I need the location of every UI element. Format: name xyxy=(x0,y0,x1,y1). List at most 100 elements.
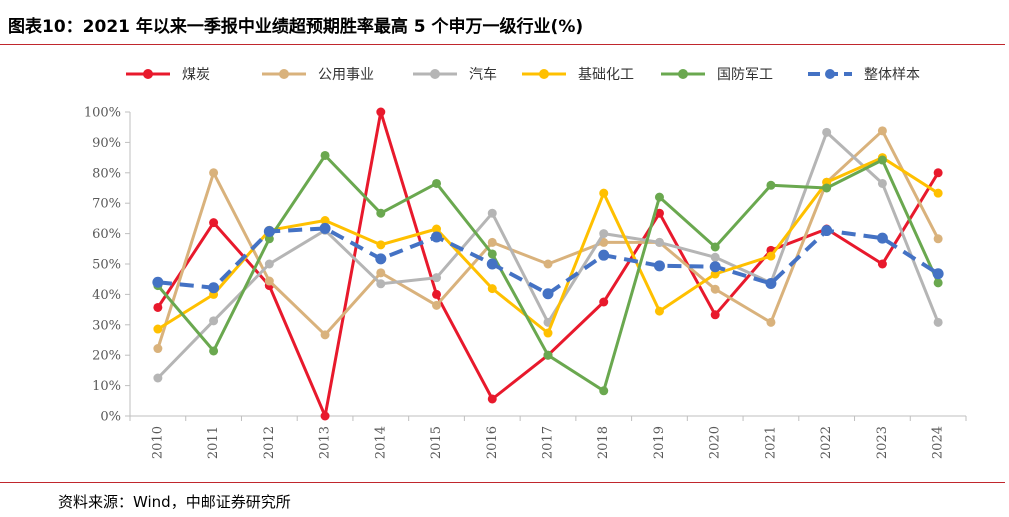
data-point xyxy=(487,208,497,218)
legend-label: 整体样本 xyxy=(864,67,920,83)
y-tick-label: 60% xyxy=(92,227,121,242)
legend-label: 汽车 xyxy=(469,66,497,83)
x-tick-label: 2020 xyxy=(708,426,723,459)
data-point xyxy=(654,192,664,202)
legend-item: 国防军工 xyxy=(661,67,773,83)
legend-item: 整体样本 xyxy=(808,67,920,83)
data-point xyxy=(599,188,609,198)
data-point xyxy=(376,240,386,250)
data-point xyxy=(654,237,664,247)
data-point xyxy=(376,279,386,289)
x-tick-label: 2011 xyxy=(206,426,221,459)
x-axis: 2010 2011 2012 2013 2014 2015 2016 2017 2018 2019… xyxy=(129,415,967,459)
data-point xyxy=(375,253,387,265)
series-line xyxy=(156,129,940,349)
data-point xyxy=(877,126,887,136)
title-divider xyxy=(0,44,1005,45)
legend: 煤炭 公用事业 汽车 基础化工 国防军工 整体样本 xyxy=(126,66,920,83)
data-point xyxy=(599,229,609,239)
data-point xyxy=(208,282,220,294)
legend-swatch-marker xyxy=(678,69,688,79)
legend-swatch-marker xyxy=(279,69,289,79)
y-tick-label: 80% xyxy=(92,166,121,181)
source-note: 资料来源：Wind，中邮证券研究所 xyxy=(58,493,291,511)
data-point xyxy=(933,168,943,178)
data-point xyxy=(599,297,609,307)
y-tick-label: 100% xyxy=(84,106,121,121)
data-point xyxy=(710,252,720,262)
data-point xyxy=(876,232,888,244)
data-point xyxy=(599,237,609,247)
data-point xyxy=(431,231,443,243)
x-tick-label: 2024 xyxy=(931,426,946,459)
x-tick-label: 2021 xyxy=(763,426,778,459)
y-tick-label: 20% xyxy=(92,349,121,364)
series-5 xyxy=(153,150,943,396)
data-point xyxy=(320,411,330,421)
data-point xyxy=(765,277,777,289)
data-point xyxy=(599,386,609,396)
x-tick-label: 2019 xyxy=(652,426,667,459)
data-point xyxy=(432,224,442,234)
data-point xyxy=(487,237,497,247)
data-point xyxy=(376,268,386,278)
data-point xyxy=(877,259,887,269)
y-tick-label: 90% xyxy=(92,136,121,151)
data-point xyxy=(654,306,664,316)
y-tick-label: 40% xyxy=(92,288,121,303)
legend-swatch-marker xyxy=(825,69,835,79)
data-point xyxy=(710,242,720,252)
data-point xyxy=(766,180,776,190)
data-point xyxy=(710,284,720,294)
data-point xyxy=(766,251,776,261)
legend-label: 煤炭 xyxy=(182,67,210,83)
y-tick-label: 10% xyxy=(92,379,121,394)
y-tick-label: 30% xyxy=(92,318,121,333)
data-point xyxy=(822,127,832,137)
data-point xyxy=(319,222,331,234)
series-6 xyxy=(152,222,944,300)
data-point xyxy=(264,234,274,244)
x-tick-label: 2014 xyxy=(373,426,388,459)
legend-item: 公用事业 xyxy=(262,67,374,83)
y-tick-label: 70% xyxy=(92,197,121,212)
series-4 xyxy=(153,153,943,338)
footer-divider xyxy=(0,482,1005,483)
series-layer xyxy=(152,107,944,421)
data-point xyxy=(487,284,497,294)
data-point xyxy=(153,302,163,312)
x-tick-label: 2018 xyxy=(596,426,611,459)
legend-item: 汽车 xyxy=(413,66,497,83)
data-point xyxy=(264,259,274,269)
data-point xyxy=(543,259,553,269)
data-point xyxy=(432,273,442,283)
data-point xyxy=(877,155,887,165)
x-tick-label: 2017 xyxy=(541,426,556,459)
data-point xyxy=(542,288,554,300)
data-point xyxy=(320,150,330,160)
data-point xyxy=(821,225,833,237)
data-point xyxy=(376,208,386,218)
data-point xyxy=(320,216,330,226)
data-point xyxy=(653,260,665,272)
series-line xyxy=(157,156,939,335)
chart-title: 图表10：2021 年以来一季报中业绩超预期胜率最高 5 个申万一级行业(%) xyxy=(8,17,584,37)
data-point xyxy=(933,278,943,288)
series-line xyxy=(156,130,940,380)
data-point xyxy=(376,107,386,117)
x-tick-label: 2013 xyxy=(318,426,333,459)
data-point xyxy=(153,344,163,354)
data-point xyxy=(932,268,944,280)
data-point xyxy=(209,168,219,178)
data-point xyxy=(432,289,442,299)
legend-label: 基础化工 xyxy=(578,66,634,83)
x-tick-label: 2016 xyxy=(485,426,500,459)
data-point xyxy=(432,300,442,310)
series-line xyxy=(157,226,940,296)
data-point xyxy=(209,316,219,326)
legend-item: 煤炭 xyxy=(126,67,210,83)
data-point xyxy=(877,178,887,188)
title-bar: 图表10：2021 年以来一季报中业绩超预期胜率最高 5 个申万一级行业(%) xyxy=(0,0,1009,46)
x-tick-label: 2022 xyxy=(819,426,834,459)
legend-swatch-marker xyxy=(539,69,549,79)
